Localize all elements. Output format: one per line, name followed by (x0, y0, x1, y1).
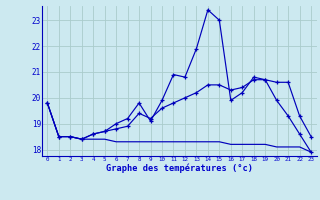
X-axis label: Graphe des températures (°c): Graphe des températures (°c) (106, 163, 253, 173)
